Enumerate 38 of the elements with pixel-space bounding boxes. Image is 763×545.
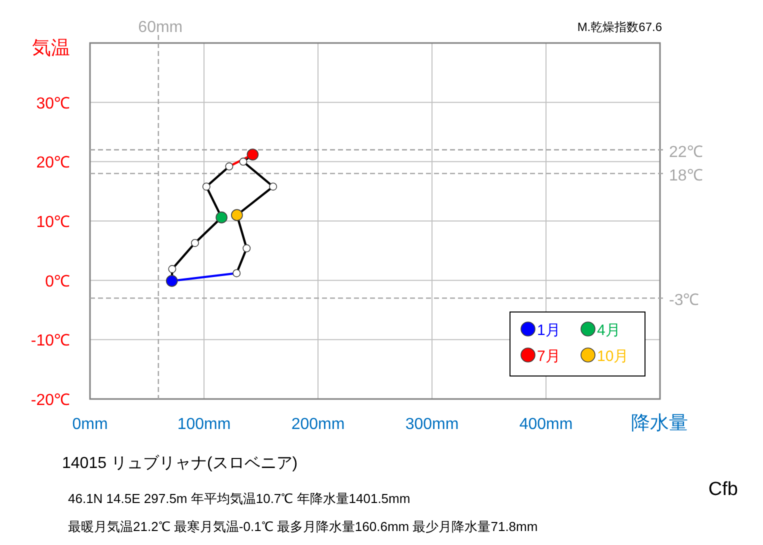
point [202, 182, 210, 191]
ref-line-label: 60mm [138, 19, 183, 36]
y-tick-label: 10℃ [36, 214, 70, 231]
text: 14015 リュブリャナ(スロベニア) [62, 454, 298, 472]
point [166, 275, 178, 287]
point [239, 158, 248, 166]
ref-line-label: 22℃ [669, 144, 703, 161]
y-axis-title: 気温 [32, 38, 70, 59]
ref-line-label: -3℃ [669, 292, 700, 310]
text: M.乾燥指数67.6 [577, 20, 662, 34]
x-axis-title: 降水量 [631, 413, 688, 434]
legend-label: 1月 [537, 322, 560, 339]
legend-label: 10月 [597, 348, 629, 365]
y-tick-label: 30℃ [36, 95, 70, 112]
text: Cfb [708, 479, 738, 500]
legend-label: 7月 [537, 348, 560, 365]
text: 最暖月気温21.2℃ 最寒月気温-0.1℃ 最多月降水量160.6mm 最少月降水量71.8mm [68, 519, 538, 534]
x-tick-label: 300mm [405, 416, 459, 433]
y-tick-label: 0℃ [45, 273, 70, 290]
point [225, 162, 234, 170]
y-tick-label: 20℃ [36, 154, 70, 172]
point [190, 238, 199, 247]
point [231, 209, 243, 221]
point [242, 244, 251, 252]
x-tick-label: 100mm [177, 416, 231, 433]
y-tick-label: -10℃ [30, 332, 70, 350]
point [232, 269, 241, 278]
legend-label: 4月 [597, 322, 620, 339]
point [216, 212, 228, 224]
point [168, 265, 176, 274]
point [269, 182, 278, 191]
x-tick-label: 200mm [291, 416, 345, 433]
x-tick-label: 0mm [72, 416, 108, 433]
ref-line-label: 18℃ [669, 168, 703, 185]
text: 46.1N 14.5E 297.5m 年平均気温10.7℃ 年降水量1401.5mm [68, 491, 410, 506]
point [246, 148, 259, 160]
x-tick-label: 400mm [519, 416, 573, 433]
y-tick-label: -20℃ [30, 392, 70, 409]
